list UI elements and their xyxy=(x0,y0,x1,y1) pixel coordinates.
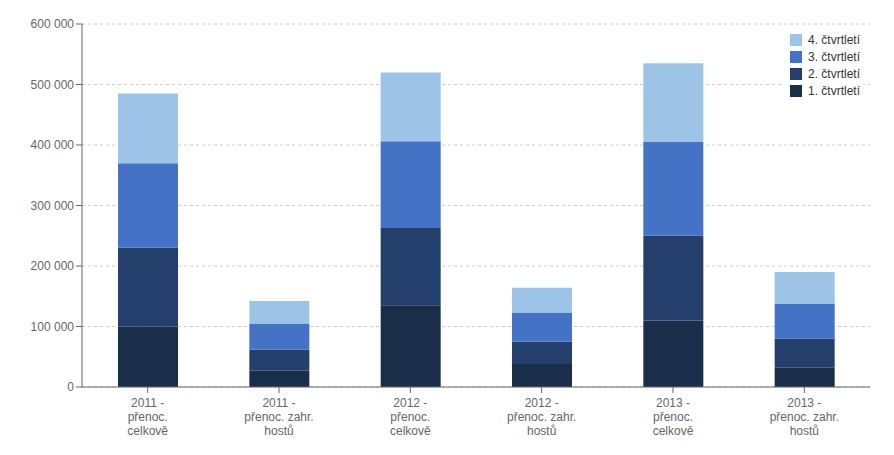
svg-text:2012 -přenoc.celkově: 2012 -přenoc.celkově xyxy=(390,396,431,438)
html-text:3. čtvrtletí: 3. čtvrtletí xyxy=(808,50,860,64)
svg-text:2013 -přenoc.celkově: 2013 -přenoc.celkově xyxy=(653,396,694,438)
svg-text:600 000: 600 000 xyxy=(31,17,75,31)
svg-text:100 000: 100 000 xyxy=(31,320,75,334)
svg-text:2011 -přenoc. zahr.hostů: 2011 -přenoc. zahr.hostů xyxy=(244,396,313,438)
svg-text:300 000: 300 000 xyxy=(31,199,75,213)
svg-text:0: 0 xyxy=(67,380,74,394)
svg-text:2012 -přenoc. zahr.hostů: 2012 -přenoc. zahr.hostů xyxy=(507,396,576,438)
svg-text:2011 -přenoc.celkově: 2011 -přenoc.celkově xyxy=(127,396,168,438)
html-text:4. čtvrtletí: 4. čtvrtletí xyxy=(808,33,860,47)
svg-text:200 000: 200 000 xyxy=(31,259,75,273)
svg-text:2013 -přenoc. zahr.hostů: 2013 -přenoc. zahr.hostů xyxy=(770,396,839,438)
svg-text:500 000: 500 000 xyxy=(31,78,75,92)
html-text:2. čtvrtletí: 2. čtvrtletí xyxy=(808,67,860,81)
svg-text:400 000: 400 000 xyxy=(31,138,75,152)
html-text:1. čtvrtletí: 1. čtvrtletí xyxy=(808,84,860,98)
